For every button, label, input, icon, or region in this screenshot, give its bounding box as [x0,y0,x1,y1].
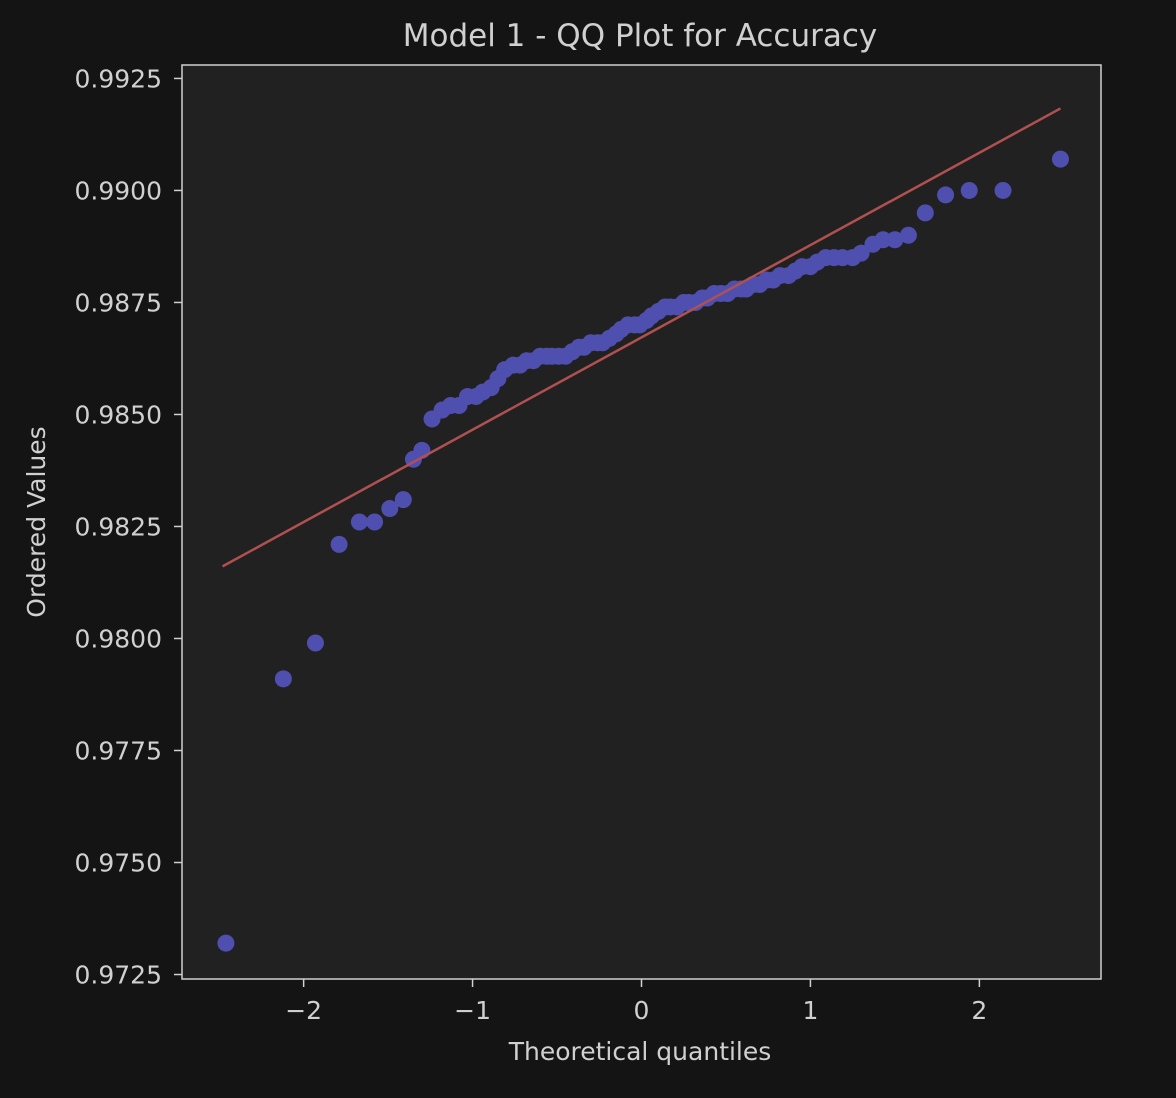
x-axis-ticks: −2 −1 0 1 2 [285,979,987,1025]
data-point [306,634,324,652]
data-point [874,231,892,249]
x-tick-label: 0 [634,996,650,1025]
data-point [899,226,917,244]
y-tick-label: 0.9900 [75,176,162,205]
data-point [394,491,412,509]
x-tick-label: −1 [454,996,491,1025]
data-point [960,181,978,199]
y-tick-label: 0.9800 [75,624,162,653]
y-axis-label: Ordered Values [22,426,51,617]
y-tick-label: 0.9775 [75,737,162,766]
y-axis-ticks: 0.9725 0.9750 0.9775 0.9800 0.9825 0.9850 0.98… [75,64,182,990]
chart-title: Model 1 - QQ Plot for Accuracy [403,18,878,54]
y-tick-label: 0.9825 [75,512,162,541]
x-tick-label: −2 [285,996,322,1025]
data-point [916,204,934,222]
data-point [886,231,904,249]
x-tick-label: 2 [971,996,987,1025]
data-point [937,186,955,204]
data-point [366,513,384,531]
fit-line [221,107,1062,568]
plot-marks [217,107,1069,952]
data-point [994,181,1012,199]
data-point [350,513,368,531]
data-point [852,244,870,262]
data-point [1051,150,1069,168]
y-tick-label: 0.9925 [75,64,162,93]
data-point [330,535,348,553]
x-tick-label: 1 [802,996,818,1025]
y-tick-label: 0.9725 [75,961,162,990]
y-tick-label: 0.9850 [75,400,162,429]
y-tick-label: 0.9750 [75,849,162,878]
y-tick-label: 0.9875 [75,288,162,317]
data-point [274,670,292,688]
data-point [217,934,235,952]
plot-area [182,65,1101,979]
x-axis-label: Theoretical quantiles [508,1037,772,1066]
data-point [381,500,399,518]
